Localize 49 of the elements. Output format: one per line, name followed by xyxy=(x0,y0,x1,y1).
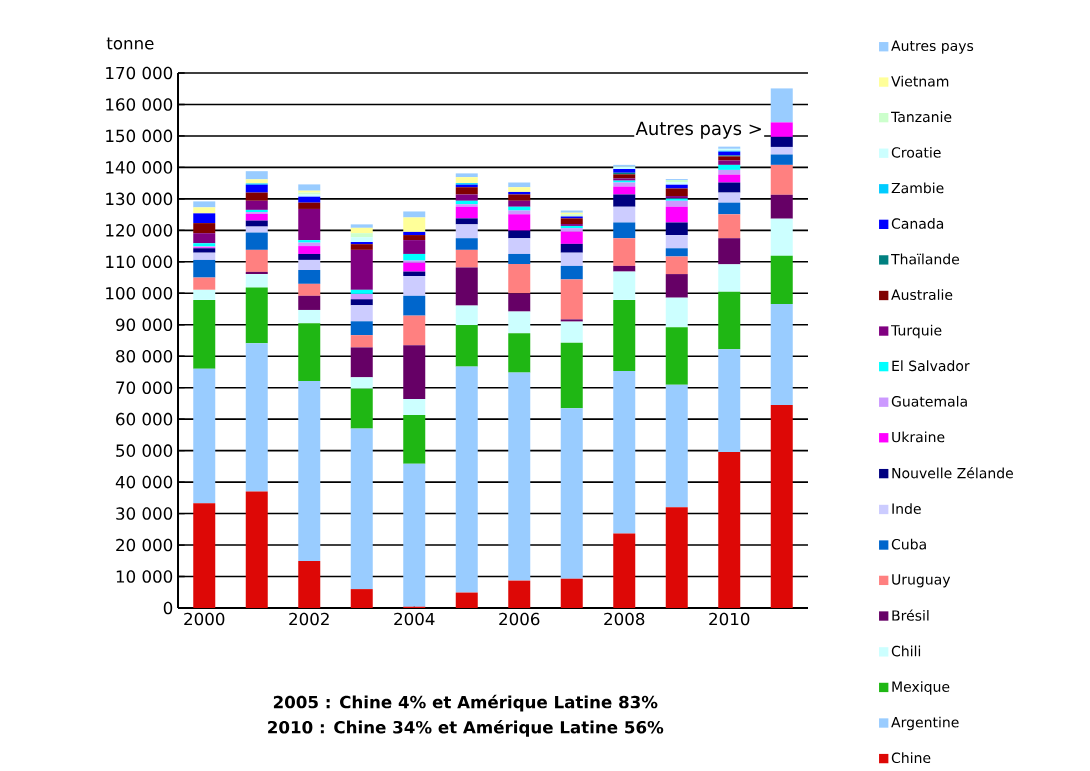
y-tick-label: 60 000 xyxy=(116,412,173,426)
text: 2010 : Chine 34% et Amérique Latine 56% xyxy=(268,719,664,737)
legend-label: Vietnam xyxy=(891,75,949,87)
x-tick-label: 2004 xyxy=(394,612,435,626)
legend-label: Thaïlande xyxy=(891,253,960,265)
legend-label: Ukraine xyxy=(892,431,945,443)
y-tick-label: 20 000 xyxy=(116,538,173,552)
legend-label: Canada xyxy=(891,218,944,229)
y-tick-label: 120 000 xyxy=(106,224,173,237)
y-tick-label: 100 000 xyxy=(106,286,173,300)
y-tick-label: 140 000 xyxy=(106,161,173,174)
legend-label: Brésil xyxy=(892,609,929,621)
x-tick-label: 2008 xyxy=(604,612,645,626)
legend-label: Mexique xyxy=(892,681,950,695)
y-tick-label: 150 000 xyxy=(106,129,173,143)
y-axis-title: tonne xyxy=(106,37,154,50)
legend-label: Tanzanie xyxy=(891,111,952,123)
y-tick-label: 0 xyxy=(163,601,173,615)
y-tick-label: 160 000 xyxy=(106,98,173,111)
legend-label: Turquie xyxy=(891,324,942,339)
y-tick-label: 130 000 xyxy=(106,192,173,206)
x-tick-label: 2010 xyxy=(709,612,750,626)
y-tick-label: 90 000 xyxy=(116,318,173,332)
y-tick-label: 40 000 xyxy=(115,475,173,489)
legend-label: Inde xyxy=(892,503,921,514)
legend-label: Guatemala xyxy=(891,395,967,407)
legend-label: Croatie xyxy=(891,146,941,158)
annotation: Autres pays > xyxy=(635,121,761,139)
y-tick-label: 70 000 xyxy=(116,381,173,394)
y-tick-label: 50 000 xyxy=(116,444,173,457)
x-tick-label: 2006 xyxy=(499,612,540,626)
legend-label: Chine xyxy=(891,752,931,764)
legend-label: Cuba xyxy=(891,538,926,550)
y-tick-label: 80 000 xyxy=(116,349,173,363)
y-tick-label: 110 000 xyxy=(106,255,173,269)
legend-label: Zambie xyxy=(891,182,944,194)
legend-label: Chili xyxy=(891,645,921,657)
x-tick-label: 2002 xyxy=(289,612,329,626)
y-tick-label: 30 000 xyxy=(116,507,173,520)
x-tick-label: 2000 xyxy=(184,612,225,626)
legend-label: Autres pays xyxy=(891,40,974,54)
legend-label: Uruguay xyxy=(892,574,951,588)
y-tick-label: 170 000 xyxy=(106,66,173,80)
legend-label: Australie xyxy=(891,289,953,300)
legend-label: El Salvador xyxy=(892,360,970,372)
legend-label: Nouvelle Zélande xyxy=(892,467,1013,479)
y-tick-label: 10 000 xyxy=(116,570,173,583)
text: 2005 : Chine 4% et Amérique Latine 83% xyxy=(273,694,658,712)
legend-label: Argentine xyxy=(891,716,959,731)
